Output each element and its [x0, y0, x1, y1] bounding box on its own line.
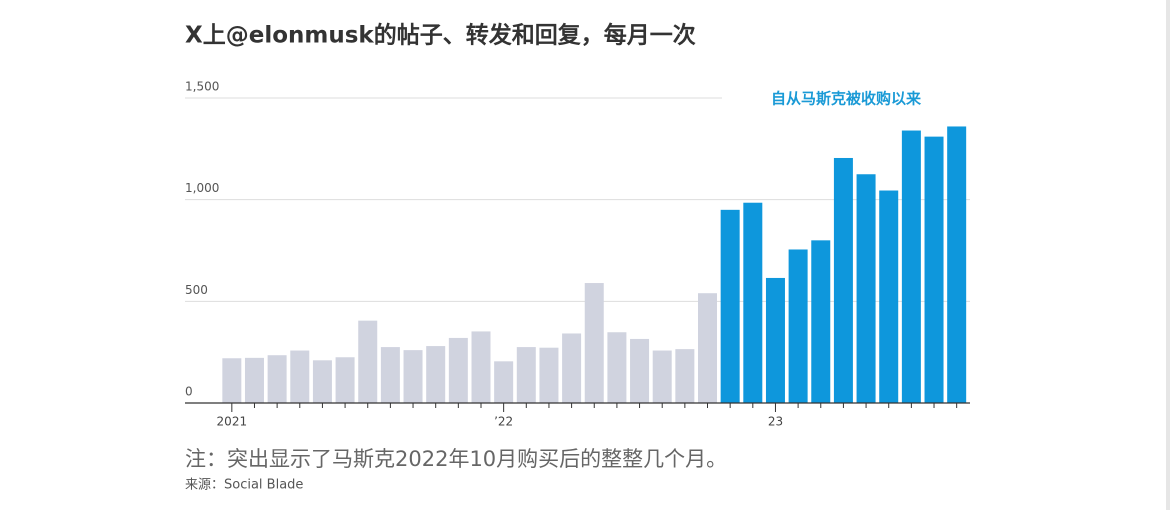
- bar: [743, 202, 763, 403]
- bar: [516, 347, 536, 403]
- scroll-edge: [1166, 0, 1170, 510]
- bar: [562, 333, 582, 403]
- bar: [539, 347, 559, 403]
- bar: [267, 355, 287, 403]
- y-tick-label: 500: [185, 283, 208, 297]
- note: 注：突出显示了马斯克2022年10月购买后的整整几个月。: [185, 447, 727, 471]
- bar: [630, 338, 650, 403]
- bar: [471, 331, 491, 403]
- bar: [426, 346, 446, 403]
- bar: [879, 190, 899, 403]
- bar: [833, 157, 853, 403]
- y-tick-label: 1,000: [185, 181, 219, 195]
- bar: [901, 130, 921, 404]
- bar: [290, 350, 310, 403]
- bar: [403, 350, 423, 403]
- source: 来源：Social Blade: [185, 478, 303, 493]
- bar: [448, 337, 468, 403]
- bar: [652, 350, 672, 403]
- x-tick-label: ’22: [494, 415, 513, 429]
- bar: [675, 349, 695, 403]
- chart-title: X上@elonmusk的帖子、转发和回复，每月一次: [185, 22, 696, 49]
- y-tick-label: 0: [185, 385, 193, 399]
- bar: [222, 358, 242, 403]
- bar: [765, 277, 785, 403]
- bar: [720, 209, 740, 403]
- bar: [788, 249, 808, 403]
- bar: [494, 361, 514, 403]
- bar: [947, 126, 967, 403]
- bar: [312, 360, 332, 403]
- bar: [244, 357, 264, 403]
- x-tick-label: 2021: [217, 415, 248, 429]
- bar: [811, 240, 831, 403]
- annotation: 自从马斯克被收购以来: [771, 90, 922, 108]
- bar: [358, 320, 378, 403]
- bar: [335, 357, 355, 403]
- bar: [856, 174, 876, 403]
- y-tick-label: 1,500: [185, 80, 219, 94]
- bar: [698, 293, 718, 403]
- x-tick-label: 23: [768, 415, 783, 429]
- bar: [584, 283, 604, 403]
- bar: [924, 136, 944, 403]
- bar: [380, 347, 400, 403]
- bar: [607, 332, 627, 403]
